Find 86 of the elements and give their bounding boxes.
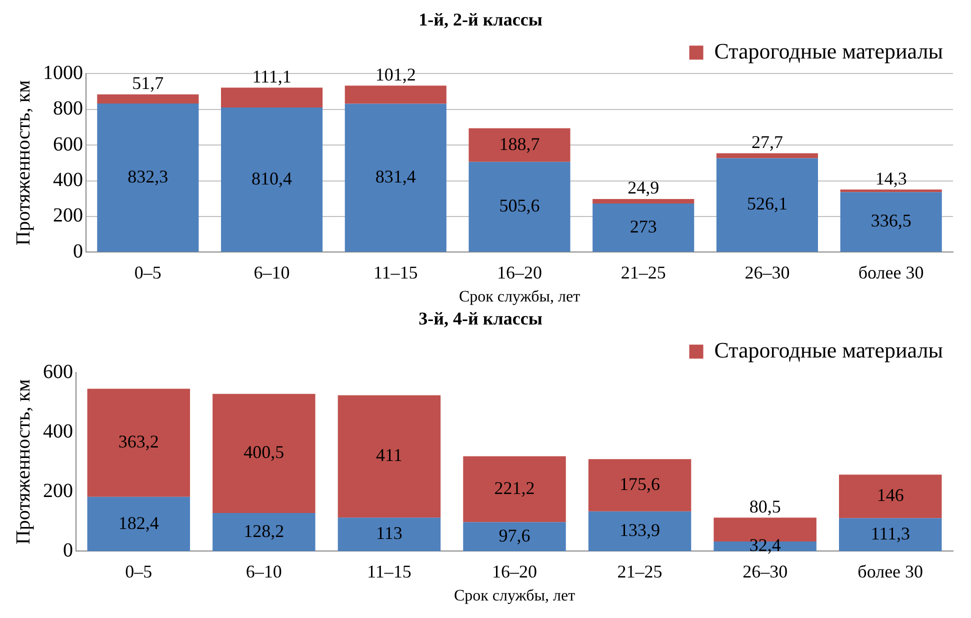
y-axis-title: Протяженность, км [12, 80, 34, 246]
x-tick-label: более 30 [858, 262, 924, 283]
bar [463, 522, 566, 552]
bar [840, 192, 942, 252]
data-label: 411 [376, 445, 402, 466]
x-tick-label: 16–20 [497, 262, 542, 283]
data-label: 832,3 [128, 166, 168, 186]
data-label: 51,7 [132, 73, 164, 94]
bar [338, 395, 441, 518]
data-label: 133,9 [620, 520, 660, 540]
x-axis-title: Срок службы, лет [458, 288, 580, 306]
y-tick-label: 800 [53, 98, 83, 120]
data-label: 111,3 [870, 523, 910, 544]
data-label: 146 [876, 485, 904, 506]
x-tick-label: более 30 [858, 562, 924, 582]
bar [87, 496, 190, 552]
data-label: 400,5 [244, 442, 284, 462]
chart-title: 1-й, 2-й классы [418, 9, 542, 30]
data-label: 182,4 [118, 512, 159, 533]
data-label: 810,4 [252, 168, 292, 188]
bar [592, 203, 694, 252]
bar [97, 94, 199, 104]
data-label: 128,2 [244, 520, 284, 541]
x-tick-label: 21–25 [620, 262, 666, 283]
data-label: 221,2 [494, 478, 535, 498]
legend-label: Старогодные материалы [714, 38, 944, 64]
data-label: 101,2 [375, 64, 416, 84]
data-label: 363,2 [118, 432, 159, 452]
bar [716, 153, 818, 158]
bar [212, 394, 316, 514]
data-label: 24,9 [628, 178, 660, 198]
x-tick-label: 0–5 [125, 562, 152, 582]
data-label: 505,6 [499, 196, 540, 216]
bar [838, 518, 942, 552]
y-tick-label: 200 [53, 204, 83, 227]
y-tick-label: 1000 [43, 62, 83, 84]
bar [97, 104, 199, 252]
x-tick-label: 0–5 [134, 262, 162, 283]
y-tick-label: 600 [43, 360, 73, 383]
bar [838, 474, 942, 518]
chart-title: 3-й, 4-й классы [418, 308, 542, 328]
data-label: 113 [376, 523, 402, 544]
data-label: 831,4 [375, 166, 416, 186]
data-label: 526,1 [746, 194, 788, 214]
data-label: 97,6 [498, 525, 530, 546]
x-tick-label: 6–10 [254, 262, 290, 283]
y-tick-label: 0 [73, 240, 83, 262]
bar [221, 107, 323, 252]
bar [592, 198, 694, 204]
data-label: 32,4 [749, 535, 781, 556]
bar [87, 388, 190, 497]
data-label: 336,5 [870, 210, 912, 231]
bar [588, 459, 692, 512]
bar [212, 513, 316, 552]
bar [588, 511, 692, 552]
data-label: 27,7 [751, 132, 783, 152]
bar [344, 104, 446, 252]
bar [716, 158, 818, 252]
legend-label: Старогодные материалы [714, 337, 944, 362]
bar [463, 456, 566, 522]
y-tick-label: 200 [43, 480, 73, 502]
data-label: 14,3 [875, 168, 907, 188]
bar [468, 128, 570, 162]
y-tick-label: 400 [53, 169, 83, 192]
data-label: 111,1 [252, 66, 292, 86]
data-label: 273 [630, 216, 657, 236]
y-tick-label: 400 [43, 420, 73, 442]
bar [344, 86, 446, 104]
data-label: 80,5 [749, 496, 781, 516]
x-tick-label: 21–25 [617, 562, 662, 582]
x-tick-label: 26–30 [744, 262, 790, 283]
x-tick-label: 11–15 [373, 262, 418, 283]
x-tick-label: 11–15 [367, 562, 412, 582]
bar [468, 162, 570, 252]
x-axis-title: Срок службы, лет [454, 588, 576, 605]
bar [338, 518, 441, 552]
x-tick-label: 6–10 [246, 562, 282, 582]
data-label: 175,6 [620, 474, 660, 494]
x-tick-label: 16–20 [492, 562, 537, 582]
y-tick-label: 600 [53, 133, 83, 156]
y-tick-label: 0 [63, 539, 73, 562]
data-label: 188,7 [499, 134, 540, 154]
bar [221, 88, 323, 108]
y-axis-title: Протяженность, км [12, 378, 34, 545]
x-tick-label: 26–30 [742, 562, 788, 582]
bar [840, 190, 942, 192]
